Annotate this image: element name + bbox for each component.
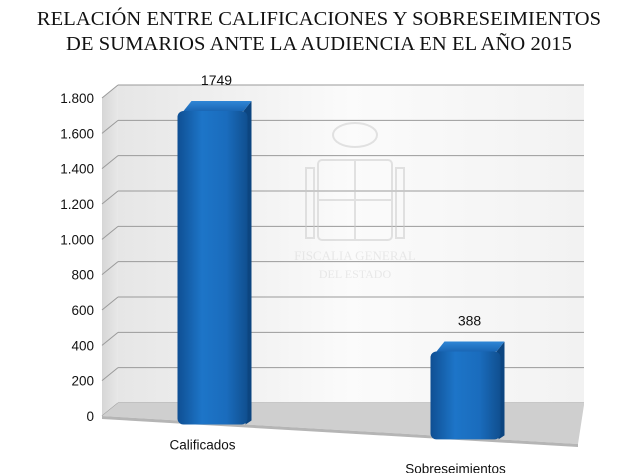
bar-calificados bbox=[177, 101, 252, 425]
y-tick-label: 200 bbox=[71, 374, 94, 389]
bar-front bbox=[177, 111, 248, 425]
plot-side-wall bbox=[102, 85, 118, 416]
svg-text:FISCALIA GENERAL: FISCALIA GENERAL bbox=[294, 248, 416, 263]
y-tick-label: 0 bbox=[86, 409, 94, 424]
gridline-side bbox=[101, 225, 119, 240]
gridline-side bbox=[101, 367, 119, 382]
bar-top bbox=[183, 101, 252, 112]
data-label: 388 bbox=[458, 312, 482, 328]
gridline-side bbox=[101, 190, 119, 205]
data-label: 1749 bbox=[201, 72, 232, 88]
y-tick-label: 1.400 bbox=[60, 162, 94, 177]
y-tick-label: 1.000 bbox=[60, 232, 94, 247]
watermark-emblem: FISCALIA GENERAL DEL ESTADO bbox=[294, 122, 416, 281]
x-category-label: Calificados bbox=[169, 438, 235, 453]
bars bbox=[177, 101, 505, 440]
y-tick-label: 1.800 bbox=[60, 91, 94, 106]
gridline-side bbox=[101, 155, 119, 170]
svg-text:DEL ESTADO: DEL ESTADO bbox=[319, 267, 392, 281]
bar-sobreseimientos bbox=[430, 341, 505, 440]
chart-title-line-1: RELACIÓN ENTRE CALIFICACIONES Y SOBRESEI… bbox=[36, 8, 602, 30]
y-tick-label: 1.600 bbox=[60, 126, 94, 141]
y-tick-label: 800 bbox=[71, 268, 94, 283]
bar-front bbox=[430, 351, 501, 440]
chart-title-line-2: DE SUMARIOS ANTE LA AUDIENCIA EN EL AÑO … bbox=[66, 33, 572, 55]
y-axis: 0 200 400 600 800 1.000 1.200 1.400 1.600 1.800 bbox=[60, 91, 94, 424]
gridline-side bbox=[101, 296, 119, 311]
gridline-side bbox=[101, 84, 119, 99]
y-tick-label: 600 bbox=[71, 303, 94, 318]
y-tick-label: 400 bbox=[71, 338, 94, 353]
bar-top bbox=[436, 341, 505, 352]
labels: 1749 Calificados 388 Sobreseimientos bbox=[169, 72, 506, 473]
x-category-label: Sobreseimientos bbox=[405, 461, 506, 473]
gridline-side bbox=[101, 331, 119, 346]
gridline-side bbox=[101, 119, 119, 134]
y-tick-label: 1.200 bbox=[60, 197, 94, 212]
gridline-side bbox=[101, 261, 119, 276]
